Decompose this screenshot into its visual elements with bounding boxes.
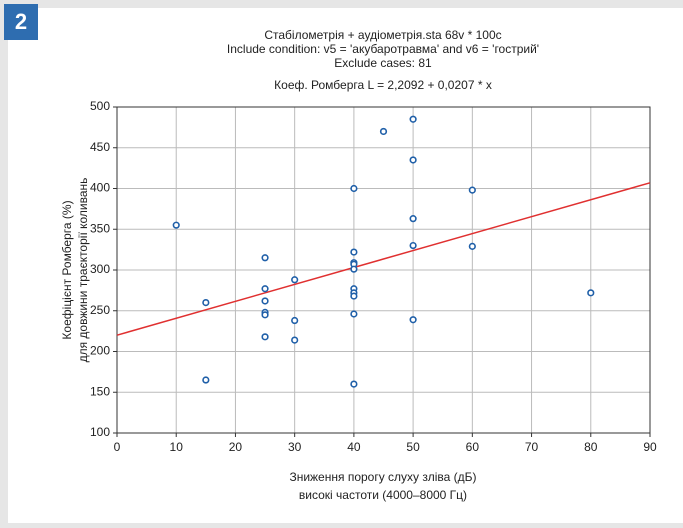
- point: [172, 221, 180, 229]
- point: [261, 254, 269, 262]
- plot-frame: [116, 106, 651, 434]
- point: [350, 380, 358, 388]
- point: [409, 115, 417, 123]
- point: [350, 248, 358, 256]
- point: [409, 215, 417, 223]
- fit-line: [116, 182, 651, 336]
- y-axis-label: для довжини траєкторії коливань: [76, 178, 90, 363]
- y-tick-label: 350: [90, 221, 110, 235]
- point: [350, 292, 358, 300]
- point: [291, 336, 299, 344]
- y-axis-label: Коефіцієнт Ромберга (%): [60, 200, 74, 339]
- x-tick-label: 40: [347, 440, 361, 454]
- y-tick-label: 150: [90, 384, 110, 398]
- point: [291, 316, 299, 325]
- point: [202, 376, 210, 384]
- subtitle: Exclude cases: 81: [334, 56, 432, 70]
- point: [261, 285, 269, 293]
- x-tick-label: 30: [288, 440, 302, 454]
- y-tick-label: 450: [90, 140, 110, 154]
- x-tick-label: 0: [114, 440, 121, 454]
- point: [350, 184, 358, 193]
- badge: 2: [15, 9, 27, 34]
- point: [587, 289, 595, 297]
- point: [379, 127, 388, 136]
- x-axis-label: Зниження порогу слуху зліва (дБ): [289, 470, 476, 484]
- x-tick-label: 10: [170, 440, 184, 454]
- point: [468, 186, 476, 194]
- point: [409, 156, 417, 164]
- y-tick-label: 250: [90, 303, 110, 317]
- point: [350, 265, 358, 273]
- y-tick-label: 300: [90, 262, 110, 276]
- point: [261, 297, 269, 305]
- x-tick-label: 50: [406, 440, 420, 454]
- point: [409, 241, 417, 250]
- panel: [8, 8, 683, 523]
- y-tick-label: 500: [90, 99, 110, 113]
- point: [261, 333, 269, 341]
- x-tick-label: 70: [525, 440, 539, 454]
- badge-box: [4, 4, 38, 40]
- x-axis-label: високі частоти (4000–8000 Гц): [299, 488, 467, 502]
- x-tick-label: 90: [643, 440, 657, 454]
- point: [468, 242, 476, 250]
- subtitle: Include condition: v5 = 'акубаротравма' …: [227, 42, 539, 56]
- point: [261, 311, 269, 319]
- y-tick-label: 100: [90, 425, 110, 439]
- point: [202, 299, 210, 307]
- point: [291, 276, 299, 284]
- chart-title: Стабілометрія + аудіометрія.sta 68v * 10…: [264, 28, 501, 42]
- subtitle: Коеф. Ромберга L = 2,2092 + 0,0207 * x: [274, 78, 492, 92]
- x-tick-label: 20: [229, 440, 243, 454]
- y-tick-label: 200: [90, 344, 110, 358]
- x-tick-label: 60: [466, 440, 480, 454]
- point: [409, 316, 417, 324]
- point: [350, 310, 358, 318]
- x-tick-label: 80: [584, 440, 598, 454]
- y-tick-label: 400: [90, 181, 110, 195]
